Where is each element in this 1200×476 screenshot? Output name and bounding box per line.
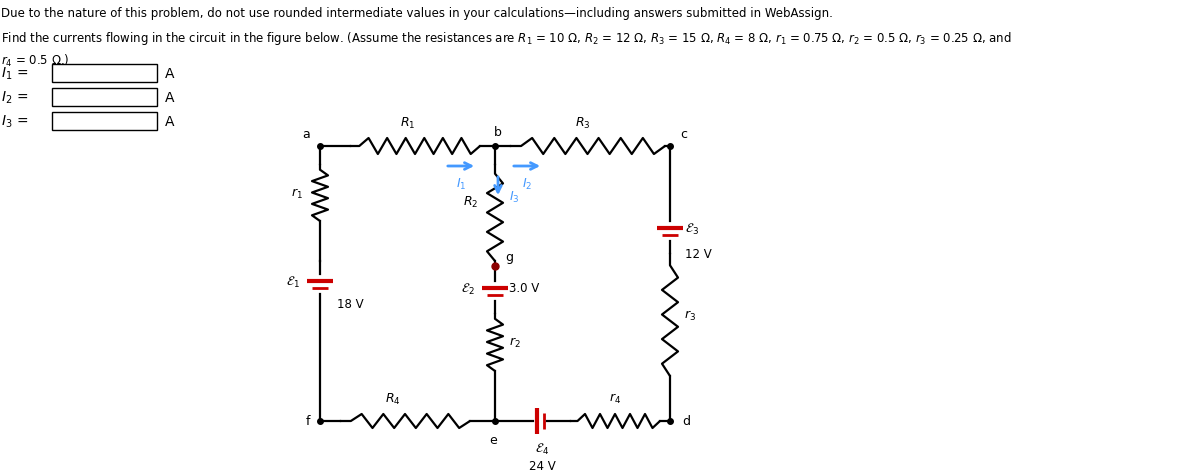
Text: Find the currents flowing in the circuit in the figure below. (Assume the resist: Find the currents flowing in the circuit… (1, 30, 1012, 47)
Text: $R_1$: $R_1$ (400, 116, 415, 131)
Text: $I_3$ =: $I_3$ = (1, 114, 29, 130)
Text: 3.0 V: 3.0 V (509, 282, 539, 295)
Text: a: a (302, 128, 310, 141)
Text: $\mathcal{E}_3$: $\mathcal{E}_3$ (685, 221, 698, 236)
Text: $\mathcal{E}_4$: $\mathcal{E}_4$ (535, 441, 550, 456)
Text: A: A (166, 115, 174, 129)
Text: 18 V: 18 V (337, 298, 364, 311)
Text: $r_2$: $r_2$ (509, 335, 521, 349)
FancyBboxPatch shape (52, 113, 157, 131)
Text: $r_1$: $r_1$ (292, 186, 302, 200)
Text: $I_3$: $I_3$ (509, 189, 520, 204)
Text: $I_1$: $I_1$ (456, 177, 467, 192)
Text: $\mathcal{E}_2$: $\mathcal{E}_2$ (461, 281, 475, 296)
Text: $r_4$ = 0.5 Ω.): $r_4$ = 0.5 Ω.) (1, 53, 70, 69)
Text: 12 V: 12 V (685, 247, 712, 260)
Text: d: d (682, 415, 690, 427)
Text: $r_4$: $r_4$ (608, 391, 622, 405)
Text: e: e (490, 433, 497, 446)
Text: $r_3$: $r_3$ (684, 308, 696, 322)
Text: f: f (306, 415, 310, 427)
Text: $\mathcal{E}_1$: $\mathcal{E}_1$ (287, 274, 300, 289)
Text: Due to the nature of this problem, do not use rounded intermediate values in you: Due to the nature of this problem, do no… (1, 7, 833, 20)
Text: $R_2$: $R_2$ (463, 194, 478, 209)
FancyBboxPatch shape (52, 65, 157, 83)
FancyBboxPatch shape (52, 89, 157, 107)
Text: $R_3$: $R_3$ (575, 116, 590, 131)
Text: $I_2$: $I_2$ (522, 177, 532, 192)
Text: c: c (680, 128, 686, 141)
Text: A: A (166, 67, 174, 81)
Text: b: b (494, 126, 502, 139)
Text: $R_4$: $R_4$ (385, 391, 401, 406)
Text: 24 V: 24 V (529, 459, 556, 472)
Text: A: A (166, 91, 174, 105)
Text: $I_1$ =: $I_1$ = (1, 66, 29, 82)
Text: g: g (505, 250, 514, 263)
Text: $I_2$ =: $I_2$ = (1, 89, 29, 106)
